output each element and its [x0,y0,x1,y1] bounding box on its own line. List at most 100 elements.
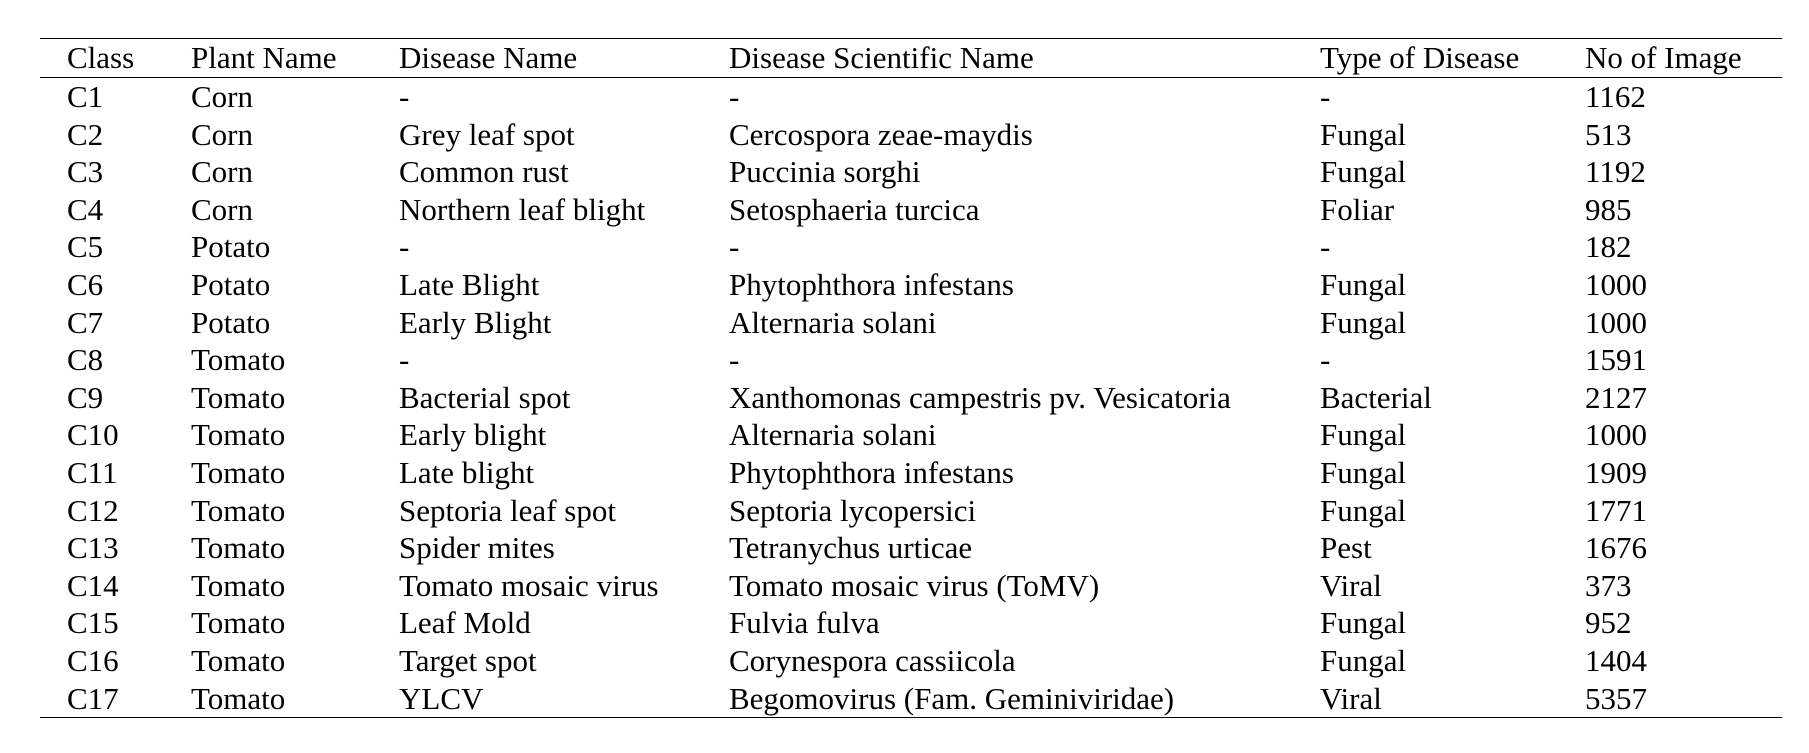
dataset-table-container: Class Plant Name Disease Name Disease Sc… [40,38,1782,718]
cell-class: C5 [67,229,104,265]
cell-plant-name: Corn [191,116,253,152]
table-row: C5 Potato - - - 182 [40,228,1782,266]
cell-no-of-image: 952 [1585,605,1632,641]
cell-disease-name: YLCV [399,680,484,716]
cell-plant-name: Tomato [191,342,286,378]
cell-type-of-disease: Fungal [1320,154,1407,190]
cell-plant-name: Tomato [191,454,286,490]
header-disease-name: Disease Name [399,40,578,76]
table-row: C10 Tomato Early blight Alternaria solani Fu… [40,416,1782,454]
cell-type-of-disease: Foliar [1320,191,1395,227]
table-row: C16 Tomato Target spot Corynespora cassiico… [40,642,1782,680]
header-class: Class [67,40,135,76]
cell-plant-name: Potato [191,304,271,340]
cell-class: C11 [67,454,118,490]
table-row: C4 Corn Northern leaf blight Setosphaeria t… [40,191,1782,229]
cell-disease-name: Spider mites [399,530,555,566]
cell-disease-scientific-name: Tetranychus urticae [729,530,973,566]
cell-disease-scientific-name: Phytophthora infestans [729,454,1014,490]
cell-plant-name: Tomato [191,605,286,641]
table-row: C8 Tomato - - - 1591 [40,341,1782,379]
cell-plant-name: Tomato [191,530,286,566]
cell-no-of-image: 1591 [1585,342,1647,378]
cell-type-of-disease: - [1320,342,1331,378]
header-row: Class Plant Name Disease Name Disease Sc… [40,38,1782,78]
cell-class: C12 [67,492,119,528]
cell-disease-name: Grey leaf spot [399,116,575,152]
cell-disease-scientific-name: Tomato mosaic virus (ToMV) [729,567,1100,603]
cell-disease-name: - [399,79,410,114]
cell-no-of-image: 1404 [1585,642,1647,678]
table-row: C11 Tomato Late blight Phytophthora infesta… [40,454,1782,492]
cell-disease-scientific-name: Setosphaeria turcica [729,191,980,227]
cell-no-of-image: 1162 [1585,79,1646,114]
cell-no-of-image: 1000 [1585,266,1647,302]
cell-disease-scientific-name: Fulvia fulva [729,605,880,641]
table-row: C1 Corn - - - 1162 [40,78,1782,116]
cell-class: C6 [67,266,104,302]
cell-disease-name: Late Blight [399,266,540,302]
table-row: C2 Corn Grey leaf spot Cercospora zeae-mayd… [40,116,1782,154]
cell-disease-scientific-name: - [729,342,740,378]
table-row: C6 Potato Late Blight Phytophthora infestan… [40,266,1782,304]
table-header: Class Plant Name Disease Name Disease Sc… [40,38,1782,78]
table-row: C3 Corn Common rust Puccinia sorghi Fungal 11… [40,153,1782,191]
cell-type-of-disease: Fungal [1320,116,1407,152]
cell-class: C8 [67,342,104,378]
cell-class: C7 [67,304,104,340]
cell-class: C10 [67,417,119,453]
header-plant-name: Plant Name [191,40,337,76]
cell-class: C13 [67,530,119,566]
table-row: C9 Tomato Bacterial spot Xanthomonas campes… [40,379,1782,417]
cell-no-of-image: 373 [1585,567,1632,603]
cell-disease-name: Leaf Mold [399,605,531,641]
header-type-of-disease: Type of Disease [1320,40,1520,76]
cell-no-of-image: 2127 [1585,379,1647,415]
cell-disease-scientific-name: Septoria lycopersici [729,492,977,528]
cell-no-of-image: 1909 [1585,454,1647,490]
cell-disease-name: - [399,229,410,265]
cell-type-of-disease: Fungal [1320,417,1407,453]
cell-no-of-image: 1000 [1585,304,1647,340]
cell-disease-scientific-name: Corynespora cassiicola [729,642,1016,678]
cell-no-of-image: 1676 [1585,530,1647,566]
cell-disease-name: Target spot [399,642,537,678]
cell-disease-scientific-name: Phytophthora infestans [729,266,1014,302]
header-no-of-image: No of Image [1585,40,1742,76]
cell-plant-name: Tomato [191,379,286,415]
cell-type-of-disease: Fungal [1320,642,1407,678]
cell-class: C14 [67,567,119,603]
cell-disease-scientific-name: Alternaria solani [729,417,937,453]
cell-no-of-image: 1192 [1585,154,1646,190]
cell-class: C15 [67,605,119,641]
cell-disease-name: Septoria leaf spot [399,492,616,528]
cell-class: C9 [67,379,104,415]
cell-type-of-disease: Fungal [1320,492,1407,528]
cell-type-of-disease: Pest [1320,530,1372,566]
cell-plant-name: Potato [191,229,271,265]
cell-class: C16 [67,642,119,678]
cell-no-of-image: 1771 [1585,492,1647,528]
cell-type-of-disease: Bacterial [1320,379,1432,415]
cell-disease-name: Bacterial spot [399,379,571,415]
cell-class: C17 [67,680,119,716]
cell-no-of-image: 182 [1585,229,1632,265]
cell-disease-name: Northern leaf blight [399,191,646,227]
cell-type-of-disease: Viral [1320,567,1382,603]
cell-type-of-disease: Fungal [1320,454,1407,490]
cell-plant-name: Tomato [191,680,286,716]
cell-type-of-disease: - [1320,79,1331,114]
table-row: C17 Tomato YLCV Begomovirus (Fam. Geminivir… [40,680,1782,718]
cell-class: C1 [67,79,104,114]
cell-disease-scientific-name: Begomovirus (Fam. Geminiviridae) [729,680,1175,716]
cell-class: C3 [67,154,104,190]
table-row: C15 Tomato Leaf Mold Fulvia fulva Fungal 952 [40,604,1782,642]
cell-type-of-disease: Fungal [1320,605,1407,641]
cell-disease-name: Tomato mosaic virus [399,567,659,603]
cell-plant-name: Corn [191,154,253,190]
cell-plant-name: Tomato [191,492,286,528]
cell-class: C2 [67,116,104,152]
table-body: C1 Corn - - - 1162 C2 Corn Grey leaf spot Cercosp… [40,78,1782,718]
cell-plant-name: Corn [191,191,253,227]
cell-disease-scientific-name: - [729,229,740,265]
